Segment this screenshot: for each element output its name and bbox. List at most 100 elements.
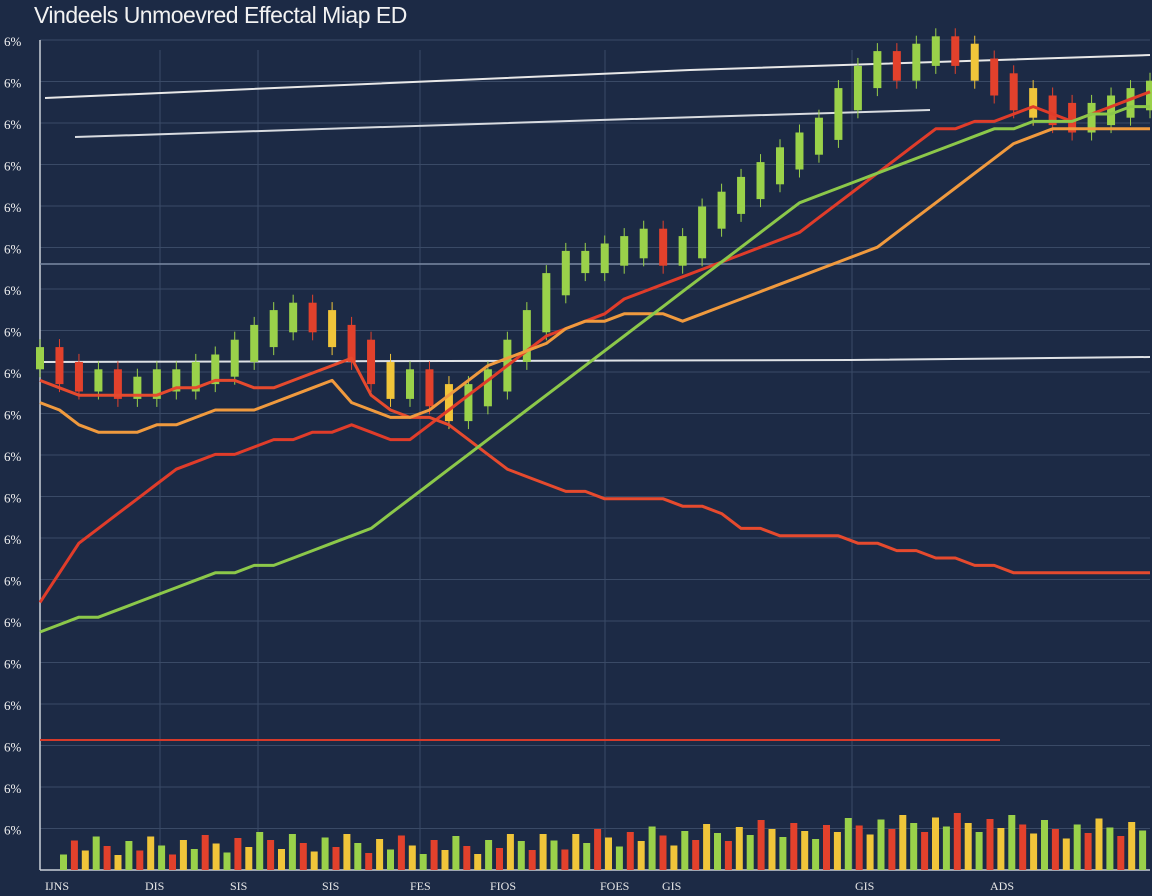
y-tick-label: 6% bbox=[4, 532, 22, 547]
volume-bar bbox=[812, 839, 820, 870]
volume-bar bbox=[757, 820, 765, 870]
candle-body bbox=[406, 369, 414, 399]
candle-body bbox=[814, 117, 823, 155]
volume-bar bbox=[1019, 824, 1027, 870]
candle-body bbox=[1107, 95, 1116, 126]
x-tick-label: ADS bbox=[990, 879, 1014, 893]
volume-bar bbox=[60, 854, 67, 870]
candle-body bbox=[873, 51, 882, 89]
volume-bar bbox=[779, 837, 787, 870]
candle-body bbox=[308, 302, 317, 333]
volume-bar bbox=[1117, 836, 1125, 870]
volume-bar bbox=[975, 832, 983, 870]
series-layer bbox=[36, 28, 1152, 634]
volume-bar bbox=[147, 836, 155, 870]
volume-bar bbox=[474, 854, 482, 870]
candle-body bbox=[1146, 80, 1152, 111]
volume-bar bbox=[485, 840, 493, 870]
candle-body bbox=[951, 36, 960, 66]
volume-bar bbox=[942, 826, 950, 870]
candle-body bbox=[698, 206, 707, 259]
y-tick-label: 6% bbox=[4, 740, 22, 755]
x-tick-label: SIS bbox=[322, 879, 339, 893]
volume-bar bbox=[910, 823, 918, 870]
volume-bar bbox=[921, 832, 929, 870]
x-tick-label: SIS bbox=[230, 879, 247, 893]
candle-body bbox=[1126, 88, 1135, 118]
candle-body bbox=[483, 369, 492, 407]
candle-body bbox=[1009, 73, 1018, 111]
reference-lines bbox=[39, 54, 1151, 741]
volume-bar bbox=[114, 855, 122, 870]
candle-body bbox=[970, 43, 979, 81]
candle-body bbox=[581, 250, 590, 274]
candle-body bbox=[931, 36, 940, 66]
y-tick-label: 6% bbox=[4, 34, 22, 49]
volume-bar bbox=[299, 843, 307, 870]
volume-bar bbox=[430, 840, 438, 870]
volume-bar bbox=[1139, 830, 1147, 870]
reference-line bbox=[74, 109, 931, 138]
x-tick-label: FIOS bbox=[490, 879, 516, 893]
y-tick-label: 6% bbox=[4, 366, 22, 381]
volume-bar bbox=[670, 845, 678, 870]
x-tick-label: FOES bbox=[600, 879, 629, 893]
candle-body bbox=[328, 310, 337, 348]
volume-bar bbox=[1106, 827, 1114, 870]
volume-bar bbox=[1008, 815, 1016, 870]
candle-body bbox=[678, 236, 687, 266]
volume-bar bbox=[408, 845, 416, 870]
volume-bar bbox=[823, 825, 830, 870]
volume-bar bbox=[735, 827, 743, 870]
volume-bar bbox=[583, 843, 591, 870]
volume-bar bbox=[561, 849, 569, 870]
volume-bar bbox=[648, 826, 656, 870]
volume-bar bbox=[746, 835, 754, 870]
candle-body bbox=[36, 347, 44, 370]
candle-body bbox=[113, 369, 122, 399]
candle-body bbox=[230, 339, 239, 377]
y-tick-label: 6% bbox=[4, 76, 22, 91]
candle-body bbox=[367, 339, 376, 385]
volume-bar bbox=[463, 846, 471, 870]
y-tick-label: 6% bbox=[4, 574, 22, 589]
candle-body bbox=[1068, 102, 1077, 133]
y-tick-label: 6% bbox=[4, 781, 22, 796]
candle-body bbox=[211, 354, 220, 385]
volume-bar bbox=[594, 829, 602, 870]
series-line bbox=[39, 127, 1150, 434]
candle-body bbox=[464, 384, 473, 422]
volume-bar bbox=[441, 850, 449, 870]
candle-body bbox=[600, 243, 609, 274]
volume-bar bbox=[528, 850, 536, 870]
volume-bars bbox=[60, 813, 1147, 870]
y-tick-label: 6% bbox=[4, 698, 22, 713]
volume-bar bbox=[70, 840, 78, 870]
volume-bar bbox=[703, 824, 711, 870]
x-tick-label: GIS bbox=[662, 879, 681, 893]
volume-bar bbox=[321, 837, 329, 870]
volume-bar bbox=[1095, 818, 1103, 870]
candle-body bbox=[795, 132, 804, 170]
x-tick-label: IJNS bbox=[45, 879, 69, 893]
volume-bar bbox=[681, 831, 689, 870]
volume-bar bbox=[517, 841, 525, 870]
volume-bar bbox=[419, 854, 427, 870]
volume-bar bbox=[278, 849, 285, 870]
volume-bar bbox=[833, 832, 841, 870]
y-tick-label: 6% bbox=[4, 615, 22, 630]
volume-bar bbox=[997, 828, 1005, 870]
candle-body bbox=[1029, 88, 1038, 118]
volume-bar bbox=[1041, 820, 1048, 870]
volume-bar bbox=[376, 839, 384, 870]
volume-bar bbox=[605, 837, 612, 870]
volume-bar bbox=[626, 832, 634, 870]
candle-body bbox=[561, 250, 570, 296]
volume-bar bbox=[714, 833, 721, 870]
candle-body bbox=[386, 361, 395, 399]
candle-body bbox=[756, 162, 765, 200]
volume-bar bbox=[125, 841, 133, 870]
volume-bar bbox=[899, 815, 907, 870]
y-tick-label: 6% bbox=[4, 117, 22, 132]
